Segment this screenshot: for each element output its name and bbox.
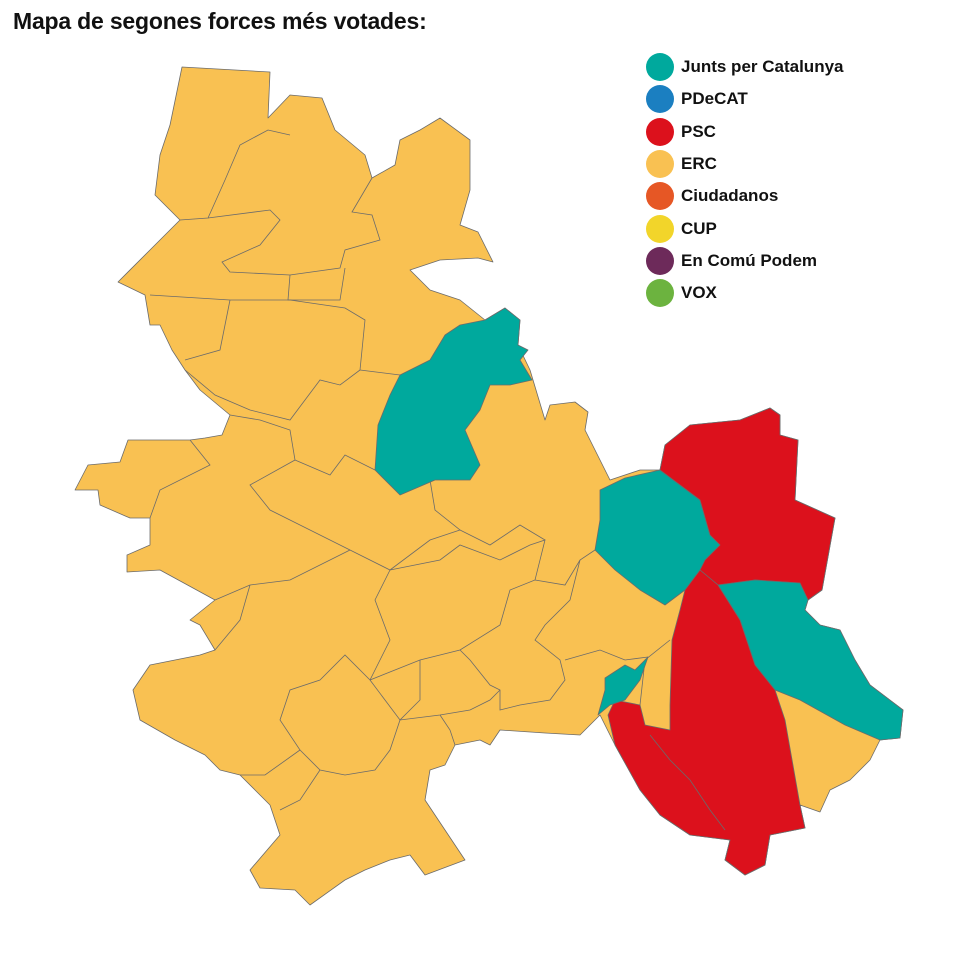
legend-label: PSC — [681, 121, 716, 141]
legend-label: CUP — [681, 218, 717, 238]
legend-item-erc: ERC — [646, 148, 844, 180]
region-psc-north — [659, 407, 836, 601]
legend-swatch-icon — [646, 150, 674, 179]
legend-swatch-icon — [646, 214, 674, 243]
legend-item-junts: Junts per Catalunya — [646, 51, 844, 83]
legend-label: Junts per Catalunya — [681, 57, 844, 77]
legend: Junts per Catalunya PDeCAT PSC ERC Ciuda… — [646, 51, 844, 309]
map-title: Mapa de segones forces més votades: — [13, 8, 427, 34]
legend-label: Ciudadanos — [681, 186, 779, 206]
legend-swatch-icon — [646, 53, 674, 82]
legend-label: PDeCAT — [681, 89, 748, 109]
legend-swatch-icon — [646, 246, 674, 275]
legend-swatch-icon — [646, 279, 674, 308]
legend-item-cup: CUP — [646, 212, 844, 244]
legend-item-ciudadanos: Ciudadanos — [646, 180, 844, 212]
region-junts-center — [374, 307, 533, 496]
municipal-borders — [149, 129, 671, 811]
legend-swatch-icon — [646, 85, 674, 114]
legend-item-vox: VOX — [646, 277, 844, 309]
legend-swatch-icon — [646, 182, 674, 211]
legend-label: VOX — [681, 283, 717, 303]
legend-item-en-comu-podem: En Comú Podem — [646, 245, 844, 277]
legend-swatch-icon — [646, 117, 674, 146]
legend-label: ERC — [681, 154, 717, 174]
legend-label: En Comú Podem — [681, 250, 818, 270]
legend-item-psc: PSC — [646, 116, 844, 148]
region-junts-small — [597, 656, 649, 716]
region-psc-south — [607, 569, 806, 876]
border-psc-internal — [649, 734, 726, 831]
legend-item-pdecat: PDeCAT — [646, 83, 844, 115]
